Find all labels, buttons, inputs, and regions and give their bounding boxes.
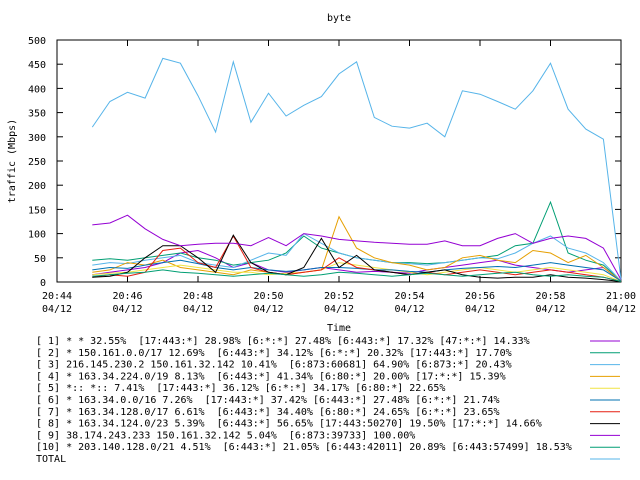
- legend-label: [ 8] * 163.34.124.0/23 5.39% [6:443:*] 5…: [36, 419, 542, 430]
- series-line: [92, 269, 622, 282]
- y-tick-label: 300: [28, 133, 46, 144]
- legend-label: [ 6] * 163.34.0.0/16 7.26% [17:443:*] 37…: [36, 395, 500, 406]
- legend-label: [ 4] * 163.34.224.0/19 8.13% [6:443:*] 4…: [36, 371, 506, 382]
- x-tick-label: 20:54 04/12: [394, 291, 424, 315]
- y-tick-label: 400: [28, 84, 46, 95]
- legend-label: [ 1] * * 32.55% [17:443:*] 28.98% [6:*:*…: [36, 336, 530, 347]
- legend-label: [ 5] *:: *:: 7.41% [17:443:*] 36.12% [6:…: [36, 383, 445, 394]
- x-tick-label: 20:58 04/12: [535, 291, 565, 315]
- series-line: [92, 215, 622, 282]
- legend-label: [ 3] 216.145.230.2 150.161.32.142 10.41%…: [36, 360, 512, 371]
- chart-title: byte: [327, 13, 351, 24]
- legend-label: [ 2] * 150.161.0.0/17 12.69% [6:443:*] 3…: [36, 348, 512, 359]
- y-tick-label: 100: [28, 230, 46, 241]
- x-tick-label: 20:52 04/12: [324, 291, 354, 315]
- y-tick-label: 500: [28, 36, 46, 47]
- series-line: [92, 234, 622, 282]
- y-tick-label: 350: [28, 109, 46, 120]
- y-tick-label: 0: [40, 278, 46, 289]
- y-tick-label: 150: [28, 205, 46, 216]
- y-tick-label: 450: [28, 60, 46, 71]
- x-tick-label: 20:46 04/12: [112, 291, 142, 315]
- x-axis-label: Time: [327, 323, 351, 334]
- series-line: [91, 57, 622, 280]
- x-tick-label: 20:44 04/12: [42, 291, 72, 315]
- series-line: [92, 262, 622, 282]
- legend-label: TOTAL: [36, 454, 66, 465]
- x-tick-label: 21:00 04/12: [606, 291, 636, 315]
- legend-label: [10] * 203.140.128.0/21 4.51% [6:443:*] …: [36, 442, 572, 453]
- y-tick-label: 200: [28, 181, 46, 192]
- legend-label: [ 9] 38.174.243.233 150.161.32.142 5.04%…: [36, 430, 415, 441]
- y-axis-label: traffic (Mbps): [7, 119, 18, 203]
- y-tick-label: 250: [28, 157, 46, 168]
- series-line: [92, 214, 622, 280]
- y-tick-label: 50: [34, 254, 46, 265]
- legend-label: [ 7] * 163.34.128.0/17 6.61% [6:443:*] 3…: [36, 407, 500, 418]
- series-line: [92, 259, 622, 282]
- x-tick-label: 20:56 04/12: [465, 291, 495, 315]
- x-tick-label: 20:50 04/12: [253, 291, 283, 315]
- x-tick-label: 20:48 04/12: [183, 291, 213, 315]
